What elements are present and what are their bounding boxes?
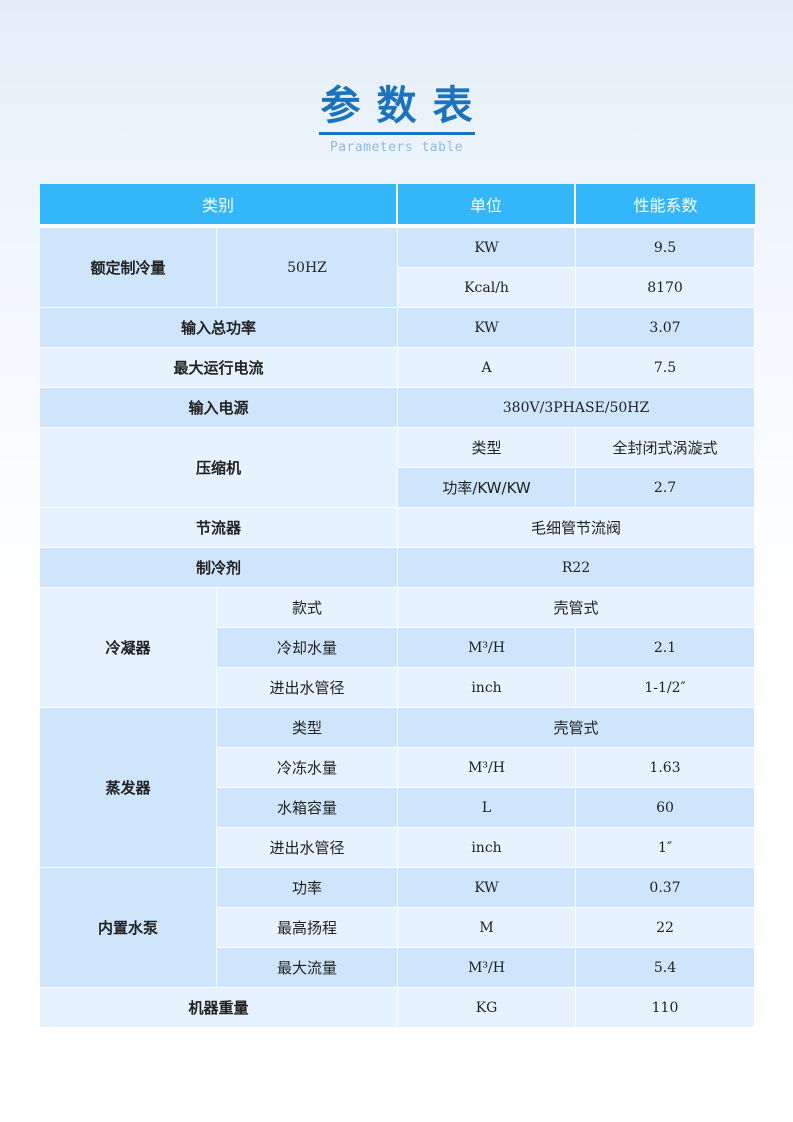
category-cell: 机器重量 xyxy=(40,987,399,1027)
page-title: 参数表 xyxy=(320,82,489,129)
table-row: 水箱容量 L 60 xyxy=(40,787,756,827)
table-cell: M³/H xyxy=(398,627,577,667)
table-cell: 60 xyxy=(576,787,756,827)
table-cell: M³/H xyxy=(398,747,577,787)
parameters-table: 类别 单位 性能系数 额定制冷量 50HZ KW 9.5 Kcal/h 8170 输入总功率… xyxy=(40,184,756,1027)
category-cell: 压缩机 xyxy=(40,427,399,507)
table-cell: 功率/KW/KW xyxy=(398,467,577,507)
table-row: 最大运行电流 A 7.5 xyxy=(40,347,756,387)
table-row: 进出水管径 inch 1″ xyxy=(40,827,756,867)
header-category: 类别 xyxy=(40,184,399,224)
category-cell: 蒸发器 xyxy=(40,707,217,867)
table-cell: A xyxy=(398,347,577,387)
category-cell: 最大运行电流 xyxy=(40,347,399,387)
table-cell: KG xyxy=(398,987,577,1027)
table-row: 功率/KW/KW 2.7 xyxy=(40,467,756,507)
table-cell: 110 xyxy=(576,987,756,1027)
header-unit: 单位 xyxy=(398,184,577,224)
table-cell: 最高扬程 xyxy=(217,907,399,947)
table-cell: 1-1/2″ xyxy=(576,667,756,707)
table-row: Kcal/h 8170 xyxy=(40,267,756,307)
table-row: 制冷剂 R22 xyxy=(40,547,756,587)
table-cell: KW xyxy=(398,867,577,907)
table-cell: 最大流量 xyxy=(217,947,399,987)
table-cell: 3.07 xyxy=(576,307,756,347)
category-cell: 制冷剂 xyxy=(40,547,399,587)
table-cell: 全封闭式涡漩式 xyxy=(576,427,756,467)
title-block: 参数表 Parameters table xyxy=(0,82,793,155)
table-cell: M xyxy=(398,907,577,947)
table-cell: 22 xyxy=(576,907,756,947)
category-cell: 冷凝器 xyxy=(40,587,217,707)
table-row: 冷却水量 M³/H 2.1 xyxy=(40,627,756,667)
category-cell: 输入总功率 xyxy=(40,307,399,347)
table-cell: 380V/3PHASE/50HZ xyxy=(398,387,756,427)
table-cell: 1″ xyxy=(576,827,756,867)
table-cell: 5.4 xyxy=(576,947,756,987)
table-cell: inch xyxy=(398,667,577,707)
table-row: 内置水泵 功率 KW 0.37 xyxy=(40,867,756,987)
table-cell: 毛细管节流阀 xyxy=(398,507,756,547)
table-row: 机器重量 KG 110 xyxy=(40,987,756,1027)
table-row: 输入电源 380V/3PHASE/50HZ xyxy=(40,387,756,427)
header-performance: 性能系数 xyxy=(576,184,756,224)
table-row: 最高扬程 M 22 xyxy=(40,907,756,947)
table-cell: Kcal/h xyxy=(398,267,577,307)
table-cell: 进出水管径 xyxy=(217,827,399,867)
table-row: 蒸发器 类型 壳管式 xyxy=(40,707,756,867)
table-cell: 1.63 xyxy=(576,747,756,787)
table-cell: inch xyxy=(398,827,577,867)
table-cell: L xyxy=(398,787,577,827)
table-row: 节流器 毛细管节流阀 xyxy=(40,507,756,547)
category-cell: 内置水泵 xyxy=(40,867,217,987)
page-subtitle: Parameters table xyxy=(329,140,464,155)
table-cell: 壳管式 xyxy=(398,707,756,747)
table-cell: 0.37 xyxy=(576,867,756,907)
title-underline xyxy=(318,132,475,135)
table-row: 进出水管径 inch 1-1/2″ xyxy=(40,667,756,707)
table-cell: R22 xyxy=(398,547,756,587)
category-cell: 额定制冷量 xyxy=(40,224,217,307)
table-row: 额定制冷量 50HZ KW 9.5 xyxy=(40,224,756,307)
table-cell: 款式 xyxy=(217,587,399,627)
table-row: 输入总功率 KW 3.07 xyxy=(40,307,756,347)
table-cell: 类型 xyxy=(398,427,577,467)
table-cell: KW xyxy=(398,307,577,347)
table-cell: 类型 xyxy=(217,707,399,747)
table-cell: 冷却水量 xyxy=(217,627,399,667)
table-cell: 壳管式 xyxy=(398,587,756,627)
table-cell: 8170 xyxy=(576,267,756,307)
table-row: 最大流量 M³/H 5.4 xyxy=(40,947,756,987)
table-cell: M³/H xyxy=(398,947,577,987)
table-cell: 7.5 xyxy=(576,347,756,387)
table-cell: 9.5 xyxy=(576,224,756,267)
table-cell: 50HZ xyxy=(217,224,399,307)
category-cell: 输入电源 xyxy=(40,387,399,427)
table-cell: 水箱容量 xyxy=(217,787,399,827)
category-cell: 节流器 xyxy=(40,507,399,547)
table-cell: 2.1 xyxy=(576,627,756,667)
table-cell: 进出水管径 xyxy=(217,667,399,707)
table-row: 冷凝器 款式 壳管式 xyxy=(40,587,756,707)
table-cell: 2.7 xyxy=(576,467,756,507)
table-row: 压缩机 类型 全封闭式涡漩式 xyxy=(40,427,756,507)
table-row: 冷冻水量 M³/H 1.63 xyxy=(40,747,756,787)
table-cell: KW xyxy=(398,224,577,267)
table-cell: 冷冻水量 xyxy=(217,747,399,787)
table-header-row: 类别 单位 性能系数 xyxy=(40,184,756,224)
table-cell: 功率 xyxy=(217,867,399,907)
